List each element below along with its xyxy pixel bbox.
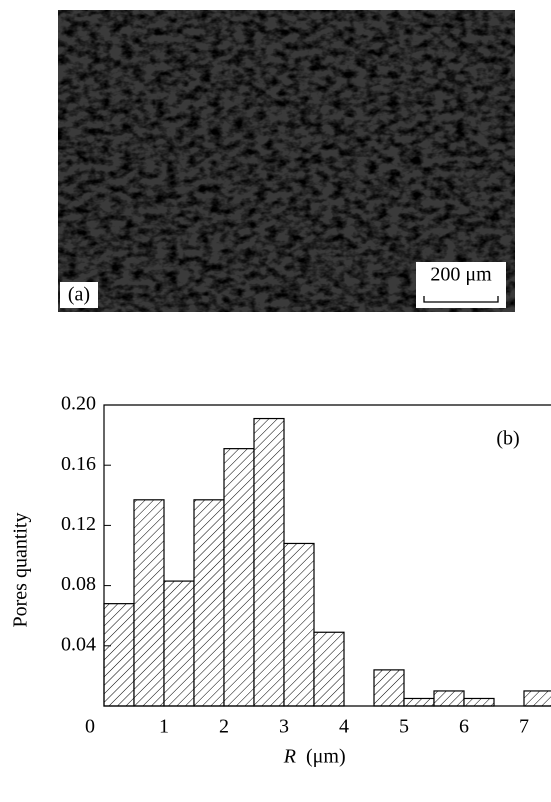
bar (403, 697, 435, 707)
bar (433, 690, 465, 707)
bar (283, 542, 315, 707)
bar (193, 499, 225, 707)
y-tick-label: 0.08 (61, 573, 96, 595)
bar (253, 417, 285, 707)
axes-frame (103, 404, 551, 707)
bar (223, 448, 255, 707)
x-tick-label: 2 (219, 716, 229, 738)
bar (103, 603, 135, 707)
image-label: (a) (68, 284, 90, 306)
x-tick-label: 4 (339, 716, 349, 738)
y-axis-label: Pores quantity (10, 513, 32, 628)
bar (133, 499, 165, 707)
sem-image: (a) 200 μm (58, 10, 515, 312)
x-tick-label: 5 (399, 716, 409, 738)
y-tick-label: 0.16 (61, 453, 96, 475)
x-tick-label: 3 (279, 716, 289, 738)
y-tick-label: 0.12 (61, 513, 96, 535)
x-tick-label: 0 (85, 716, 95, 738)
panel-label: (b) (496, 428, 519, 450)
x-axis-symbol: R (283, 746, 296, 768)
bar (313, 631, 345, 707)
scale-bar-label: 200 μm (430, 264, 492, 286)
y-tick-label: 0.20 (61, 393, 96, 415)
y-tick-label: 0.04 (61, 633, 96, 655)
x-tick-label: 7 (519, 716, 529, 738)
bar (463, 697, 495, 707)
bar (163, 580, 195, 707)
x-tick-label: 1 (159, 716, 169, 738)
bar (523, 690, 551, 707)
bars (103, 417, 551, 707)
chart: 0.04 0.08 0.12 0.16 0.20 0 1 2 3 4 5 6 7 (b) Pores qua… (10, 393, 551, 768)
x-tick-label: 6 (459, 716, 469, 738)
x-axis-unit: (μm) (306, 746, 346, 768)
bar (373, 669, 405, 707)
